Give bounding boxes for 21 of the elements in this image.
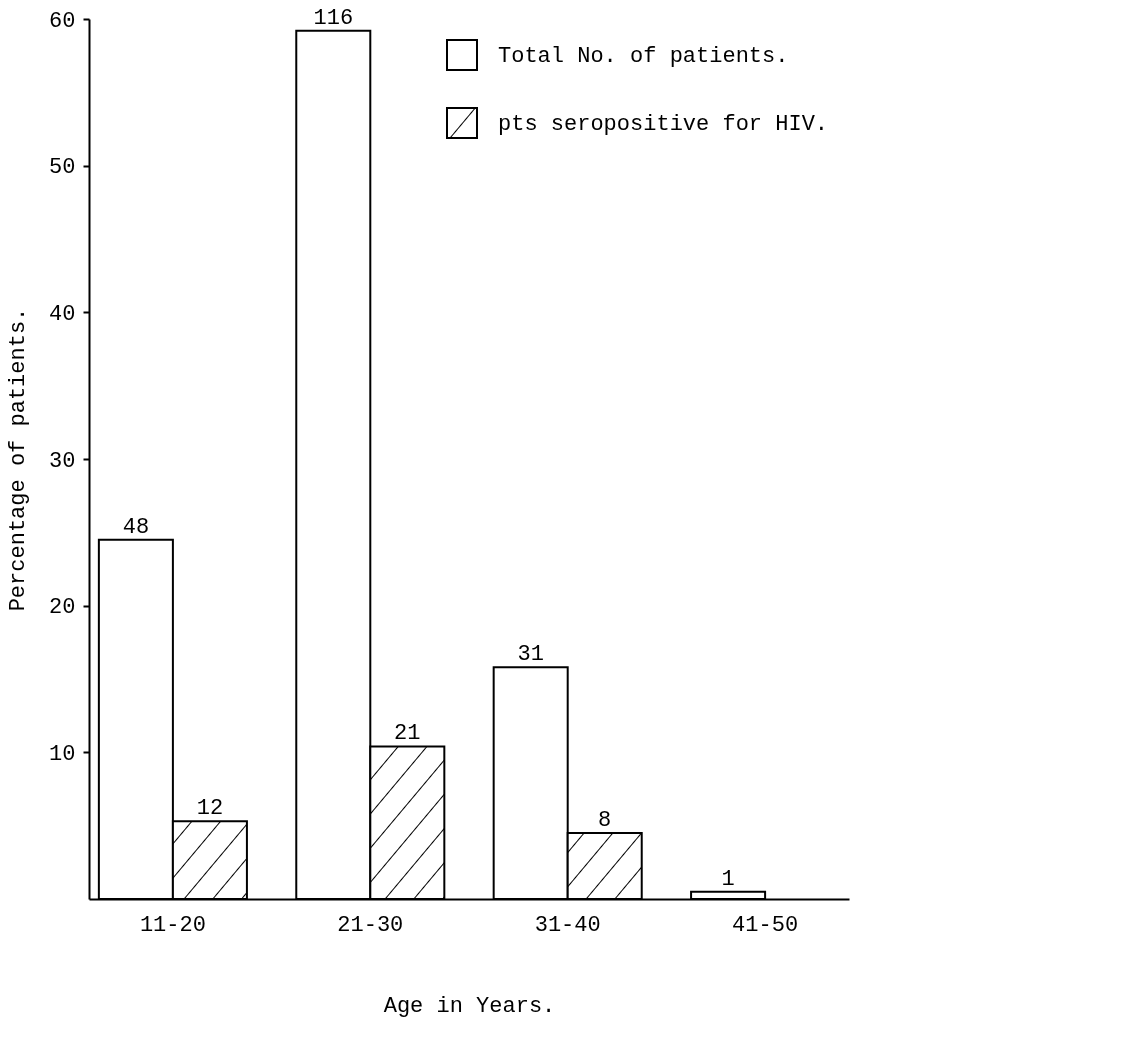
legend-label: pts seropositive for HIV. <box>498 112 829 137</box>
x-tick-label: 21-30 <box>337 912 404 938</box>
legend-label: Total No. of patients. <box>498 44 789 69</box>
y-tick-label: 40 <box>49 301 76 327</box>
y-tick-label: 20 <box>49 595 76 621</box>
y-tick-label: 30 <box>49 448 76 474</box>
annotation: 12 <box>196 796 224 822</box>
y-tick-label: 60 <box>49 8 76 34</box>
annotation: 48 <box>122 514 150 540</box>
y-tick-label: 10 <box>49 741 76 767</box>
annotation: 8 <box>598 808 612 833</box>
x-tick-label: 11-20 <box>139 912 206 938</box>
x-tick-label: 41-50 <box>732 912 799 938</box>
annotation: 21 <box>394 721 421 747</box>
x-tick-label: 31-40 <box>534 912 601 938</box>
x-axis-title: Age in Years. <box>383 993 556 1019</box>
annotation: 31 <box>517 642 544 668</box>
annotation: 116 <box>313 5 354 31</box>
y-tick-label: 50 <box>49 155 76 181</box>
annotation: 1 <box>721 866 735 892</box>
y-axis-title: Percentage of patients. <box>6 307 32 612</box>
